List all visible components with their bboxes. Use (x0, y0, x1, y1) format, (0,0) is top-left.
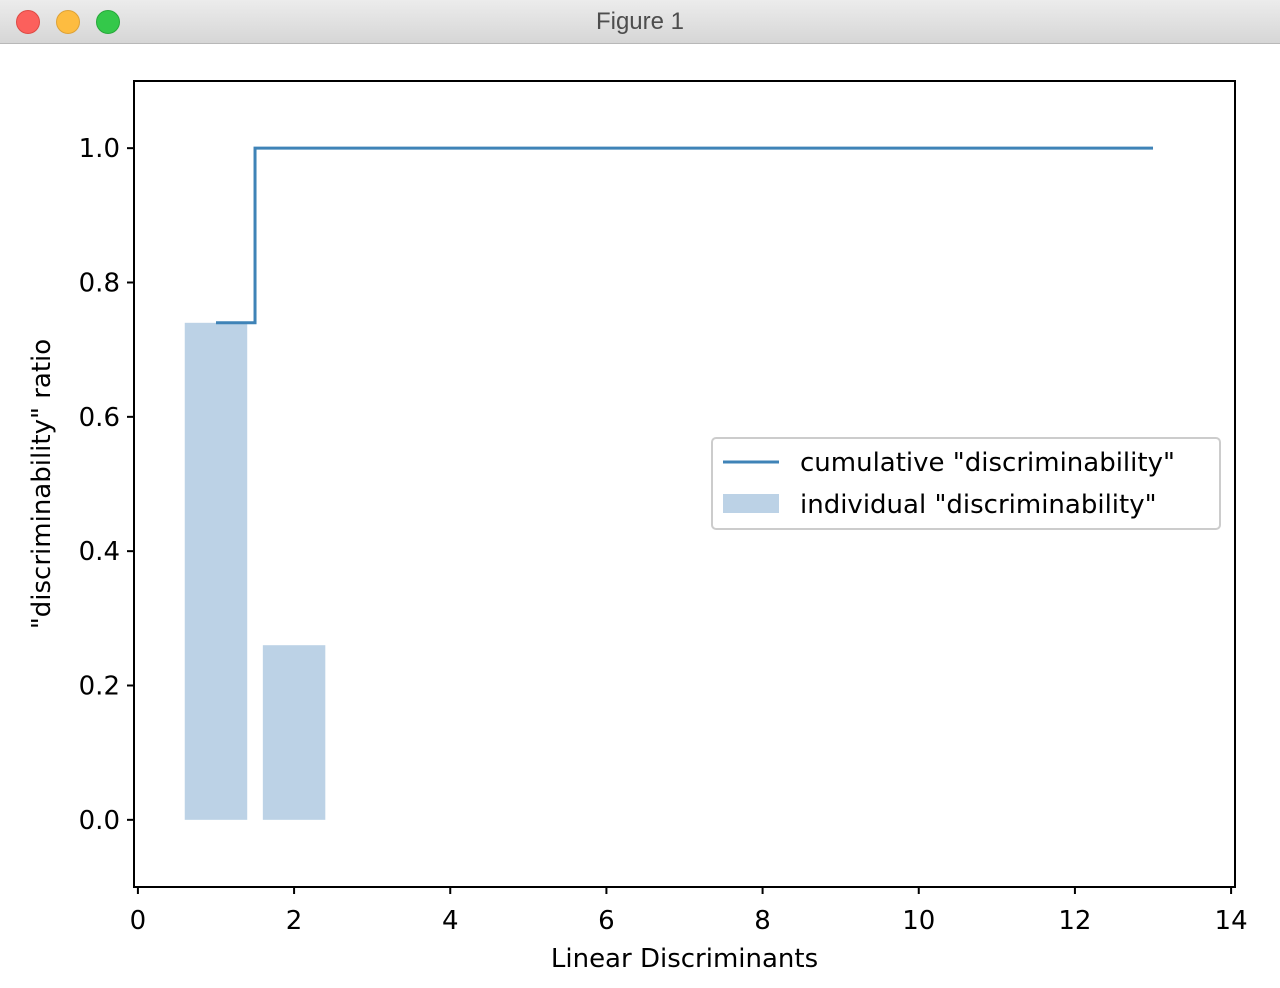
y-axis-label: "discriminability" ratio (27, 339, 57, 629)
bars-layer (184, 322, 326, 820)
y-ticks: 0.0 0.2 0.4 0.6 0.8 1.0 (79, 134, 134, 836)
x-tick-label-5: 10 (902, 906, 935, 936)
legend-label-individual: individual "discriminability" (800, 490, 1157, 520)
x-axis-label: Linear Discriminants (551, 944, 818, 974)
chart: 0 2 4 6 8 10 12 14 0.0 0.2 0.4 0.6 0.8 1.0 Linear Di… (27, 80, 1248, 974)
y-tick-label-2: 0.4 (79, 537, 120, 567)
figure-canvas: 0 2 4 6 8 10 12 14 0.0 0.2 0.4 0.6 0.8 1.0 Linear Di… (0, 44, 1280, 988)
cumulative-step-line (215, 146, 1154, 325)
window-title: Figure 1 (595, 8, 685, 35)
y-tick-label-3: 0.6 (79, 403, 120, 433)
x-tick-label-7: 14 (1215, 906, 1248, 936)
legend: cumulative "discriminability" individual… (711, 437, 1221, 530)
x-tick-label-6: 12 (1058, 906, 1091, 936)
legend-swatch-individual (723, 494, 779, 513)
bar-2 (262, 645, 326, 820)
zoom-window-button[interactable] (96, 10, 120, 34)
close-window-button[interactable] (16, 10, 40, 34)
x-tick-label-3: 6 (598, 906, 615, 936)
y-tick-label-0: 0.0 (79, 806, 120, 836)
x-tick-label-2: 4 (442, 906, 459, 936)
y-tick-label-1: 0.2 (79, 672, 120, 702)
axes-frame (133, 80, 1236, 888)
x-tick-label-4: 8 (754, 906, 771, 936)
x-ticks: 0 2 4 6 8 10 12 14 (130, 887, 1248, 936)
title-bar: Figure 1 (0, 0, 1280, 44)
y-tick-label-4: 0.8 (79, 269, 120, 299)
legend-label-cumulative: cumulative "discriminability" (800, 448, 1175, 478)
x-tick-label-1: 2 (286, 906, 303, 936)
bar-1 (184, 322, 248, 820)
lines-layer (215, 146, 1154, 325)
minimize-window-button[interactable] (56, 10, 80, 34)
y-tick-label-5: 1.0 (79, 134, 120, 164)
legend-box (711, 437, 1221, 530)
x-tick-label-0: 0 (130, 906, 147, 936)
